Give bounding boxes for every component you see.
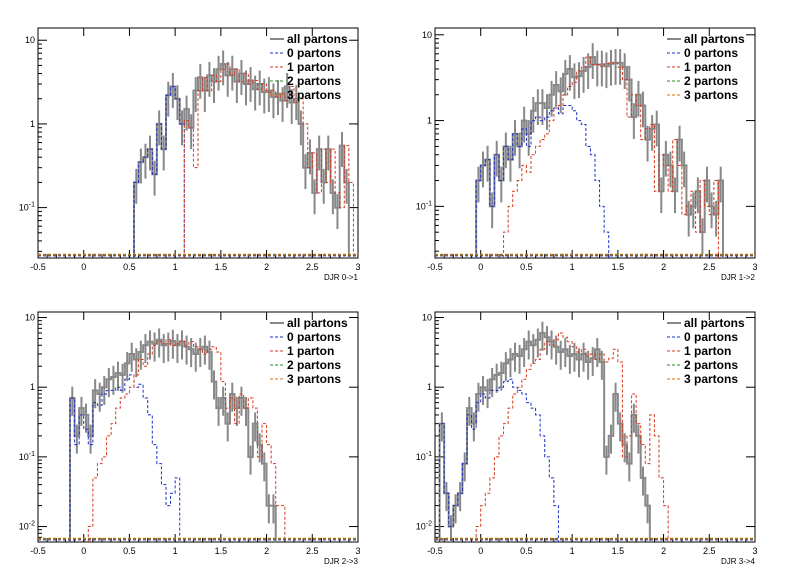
legend-entry: 2 partons	[287, 74, 341, 88]
legend-entry: 0 partons	[287, 330, 341, 344]
legend-entry: all partons	[684, 32, 745, 46]
y-tick-label: 1	[30, 119, 35, 129]
histogram-panel-2: -0.5 0 0.5 1 1.5 2 2.5 3 10 1 10-1 DJR 1->2 all part…	[416, 27, 758, 282]
legend-entry: 0 partons	[287, 46, 341, 60]
x-tick-label: 2.5	[703, 262, 716, 272]
y-tick-label: 1	[427, 382, 432, 392]
x-tick-label: 0.5	[123, 262, 136, 272]
y-tick-label: 1	[30, 382, 35, 392]
series-0-partons	[475, 104, 610, 258]
series-0-partons	[69, 374, 181, 542]
legend-entry: all partons	[287, 316, 348, 330]
x-tick-label: 2.5	[306, 262, 319, 272]
x-tick-label: 0.5	[520, 546, 533, 556]
x-tick-label: -0.5	[30, 262, 46, 272]
histogram-series-group	[38, 50, 358, 258]
histogram-panel-4: -0.5 0 0.5 1 1.5 2 2.5 3 10 1 10-1 10-2 DJR 3->4 all …	[416, 311, 758, 566]
legend-entry: 1 parton	[287, 344, 334, 358]
plot-frame	[434, 27, 756, 259]
x-tick-label: -0.5	[427, 262, 443, 272]
x-tick-label: 1	[570, 262, 575, 272]
legend-entry: 1 parton	[684, 60, 731, 74]
legend-entry: 0 partons	[684, 46, 738, 60]
series-all-partons	[438, 331, 651, 542]
x-tick-label: 0.5	[123, 546, 136, 556]
histogram-series-group	[435, 321, 755, 542]
x-tick-label: 0.5	[520, 262, 533, 272]
x-tick-label: 2.5	[703, 546, 716, 556]
y-tick-label: 10	[25, 313, 35, 323]
x-tick-label: 3	[752, 546, 757, 556]
legend-entry: 3 partons	[287, 372, 341, 386]
x-axis-title: DJR 3->4	[721, 557, 756, 566]
x-tick-label: 2	[264, 262, 269, 272]
x-tick-label: 0	[478, 546, 483, 556]
legend-entry: all partons	[684, 316, 745, 330]
legend-entry: 2 partons	[684, 358, 738, 372]
x-tick-label: 3	[355, 262, 360, 272]
legend-entry: 0 partons	[684, 330, 738, 344]
x-tick-label: 0	[81, 546, 86, 556]
x-tick-label: 1	[570, 546, 575, 556]
x-tick-label: 0	[478, 262, 483, 272]
x-tick-label: 1.5	[215, 546, 228, 556]
x-tick-label: 1.5	[612, 546, 625, 556]
x-tick-label: 3	[752, 262, 757, 272]
histogram-panel-3: -0.5 0 0.5 1 1.5 2 2.5 3 10 1 10-1 10-2 DJR 2->3 all …	[19, 311, 361, 566]
legend-entry: 3 partons	[684, 372, 738, 386]
x-tick-label: 1.5	[612, 262, 625, 272]
series-all-partons	[69, 338, 277, 542]
x-tick-label: 1.5	[215, 262, 228, 272]
legend-entry: all partons	[287, 32, 348, 46]
y-tick-label: 10	[422, 30, 432, 40]
x-tick-label: 0	[81, 262, 86, 272]
histogram-series-group	[435, 43, 755, 258]
series-0-partons	[133, 85, 185, 258]
series-1-parton	[183, 63, 354, 258]
plot-frame	[434, 311, 756, 543]
y-tick-label: 10-1	[416, 451, 432, 462]
x-axis-title: DJR 0->1	[324, 273, 359, 282]
legend-entry: 2 partons	[684, 74, 738, 88]
series-1-parton	[475, 332, 669, 542]
series-1-parton	[87, 339, 286, 542]
x-tick-label: 1	[173, 262, 178, 272]
x-tick-label: 1	[173, 546, 178, 556]
x-tick-label: -0.5	[427, 546, 443, 556]
legend-entry: 1 parton	[287, 60, 334, 74]
histogram-panel-1: -0.5 0 0.5 1 1.5 2 2.5 3 10 1 10-1 DJR 0->1 all part…	[19, 27, 361, 282]
x-axis-title: DJR 1->2	[721, 273, 756, 282]
x-tick-label: 2.5	[306, 546, 319, 556]
legend-entry: 2 partons	[287, 358, 341, 372]
legend-entry: 3 partons	[684, 88, 738, 102]
x-tick-label: 3	[355, 546, 360, 556]
x-tick-label: 2	[661, 262, 666, 272]
y-tick-label: 10	[25, 35, 35, 45]
legend-entry: 3 partons	[287, 88, 341, 102]
histogram-series-group	[38, 328, 358, 542]
plot-frame	[37, 27, 359, 259]
y-tick-label: 10-1	[416, 200, 432, 211]
y-tick-label: 10-1	[19, 202, 35, 213]
series-1-parton	[503, 56, 719, 258]
series-0-partons	[439, 378, 559, 542]
x-tick-label: 2	[264, 546, 269, 556]
x-tick-label: 2	[661, 546, 666, 556]
plot-frame	[37, 311, 359, 543]
y-tick-label: 10	[422, 313, 432, 323]
y-tick-label: 10-2	[416, 521, 432, 532]
y-tick-label: 10-1	[19, 451, 35, 462]
legend-entry: 1 parton	[684, 344, 731, 358]
x-tick-label: -0.5	[30, 546, 46, 556]
x-axis-title: DJR 2->3	[324, 557, 359, 566]
y-tick-label: 10-2	[19, 521, 35, 532]
y-tick-label: 1	[427, 116, 432, 126]
